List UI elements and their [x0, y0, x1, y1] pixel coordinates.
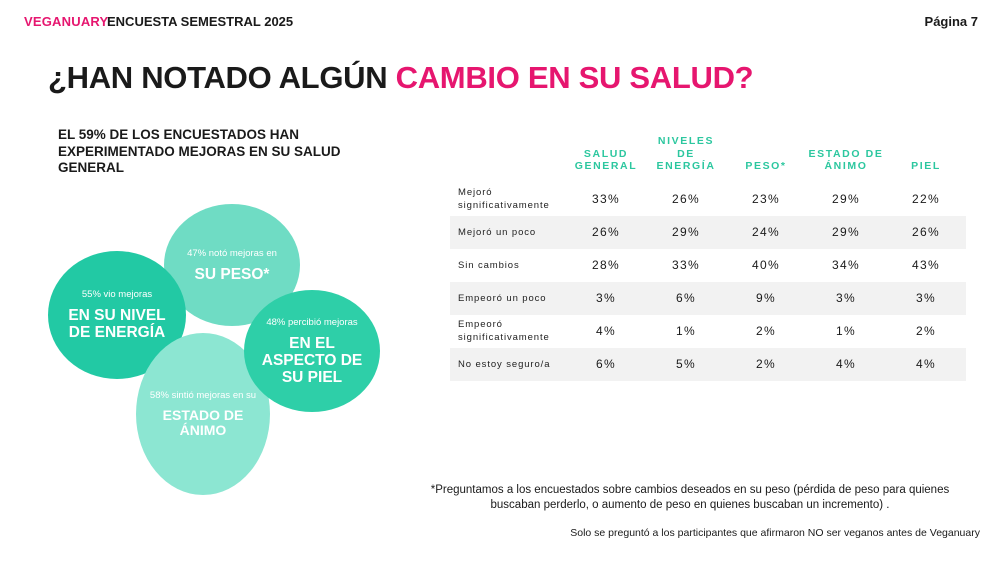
- table-cell: 2%: [756, 324, 776, 338]
- bubble-peso-stat: 47% notó mejoras en: [187, 247, 277, 259]
- table-cell: 2%: [726, 347, 806, 381]
- table-cell: 29%: [806, 215, 886, 249]
- table-cell: 1%: [836, 324, 856, 338]
- table-cell: 6%: [566, 347, 646, 381]
- table-cell: 6%: [646, 281, 726, 315]
- header-brand: VEGANUARY: [24, 14, 109, 29]
- row-label: Sin cambios: [458, 259, 520, 271]
- column-header: PESO*: [745, 160, 787, 172]
- table-cell: 4%: [886, 347, 966, 381]
- bubble-energia-stat: 55% vio mejoras: [81, 289, 153, 300]
- footnote-sample: Solo se preguntó a los participantes que…: [570, 527, 980, 539]
- table-cell: 9%: [726, 281, 806, 315]
- results-table: SALUD GENERAL NIVELES DE ENERGÍA PESO* E…: [450, 135, 966, 381]
- bubble-peso-label: SU PESO*: [194, 265, 270, 283]
- table-cell: 26%: [566, 215, 646, 249]
- table-cell: 22%: [912, 192, 940, 206]
- bubble-animo-label: ESTADO DE ÁNIMO: [162, 407, 244, 438]
- table-cell: 33%: [672, 258, 700, 272]
- table-cell: 29%: [832, 192, 860, 206]
- table-cell: 4%: [806, 347, 886, 381]
- bubble-peso: 47% notó mejoras en SU PESO*: [164, 204, 300, 326]
- column-header: SALUD GENERAL: [574, 147, 638, 173]
- column-header: ESTADO DE ÁNIMO: [808, 147, 884, 173]
- title-prefix: ¿HAN NOTADO ALGÚN: [48, 60, 396, 95]
- table-row: No estoy seguro/a 6% 5% 2% 4% 4%: [450, 347, 966, 381]
- table-cell: 4%: [596, 324, 616, 338]
- page-title: ¿HAN NOTADO ALGÚN CAMBIO EN SU SALUD?: [48, 60, 754, 96]
- summary-subtitle: EL 59% DE LOS ENCUESTADOS HAN EXPERIMENT…: [58, 127, 341, 175]
- page-number: Página 7: [924, 14, 978, 29]
- table-row: Empeoró significativamente 4% 1% 2% 1% 2…: [450, 315, 966, 348]
- bubble-animo-stat: 58% sintió mejoras en su: [149, 390, 257, 401]
- title-highlight: CAMBIO EN SU SALUD?: [395, 60, 754, 95]
- table-row: Mejoró un poco 26% 29% 24% 29% 26%: [450, 215, 966, 249]
- header-survey-title: ENCUESTA SEMESTRAL 2025: [107, 14, 294, 29]
- table-cell: 28%: [592, 258, 620, 272]
- bubble-piel-stat: 48% percibió mejoras: [266, 316, 358, 328]
- results-table-container: SALUD GENERAL NIVELES DE ENERGÍA PESO* E…: [450, 135, 966, 381]
- row-label: Mejoró un poco: [450, 215, 566, 249]
- table-cell: 2%: [916, 324, 936, 338]
- table-cell: 43%: [912, 258, 940, 272]
- table-cell: 24%: [726, 215, 806, 249]
- table-row: Mejoró significativamente 33% 26% 23% 29…: [450, 183, 966, 216]
- table-corner: [450, 135, 566, 183]
- table-header-row: SALUD GENERAL NIVELES DE ENERGÍA PESO* E…: [450, 135, 966, 183]
- table-cell: 26%: [886, 215, 966, 249]
- table-row: Empeoró un poco 3% 6% 9% 3% 3%: [450, 281, 966, 315]
- row-label: Empeoró significativamente: [458, 319, 550, 343]
- table-cell: 33%: [592, 192, 620, 206]
- bubble-piel-label: EN EL ASPECTO DE SU PIEL: [261, 334, 363, 386]
- table-cell: 34%: [832, 258, 860, 272]
- footnote-weight: *Preguntamos a los encuestados sobre cam…: [430, 484, 950, 511]
- table-cell: 26%: [672, 192, 700, 206]
- column-header: PIEL: [911, 160, 941, 172]
- table-cell: 40%: [752, 258, 780, 272]
- bubble-piel: 48% percibió mejoras EN EL ASPECTO DE SU…: [244, 290, 380, 412]
- table-cell: 29%: [646, 215, 726, 249]
- table-cell: 3%: [566, 281, 646, 315]
- bubble-energia-label: EN SU NIVEL DE ENERGÍA: [68, 307, 166, 341]
- row-label: No estoy seguro/a: [450, 347, 566, 381]
- table-row: Sin cambios 28% 33% 40% 34% 43%: [450, 249, 966, 282]
- table-cell: 5%: [646, 347, 726, 381]
- table-cell: 3%: [806, 281, 886, 315]
- table-cell: 1%: [676, 324, 696, 338]
- table-cell: 3%: [886, 281, 966, 315]
- table-cell: 23%: [752, 192, 780, 206]
- row-label: Mejoró significativamente: [458, 187, 550, 211]
- row-label: Empeoró un poco: [450, 281, 566, 315]
- column-header: NIVELES DE ENERGÍA: [656, 135, 716, 172]
